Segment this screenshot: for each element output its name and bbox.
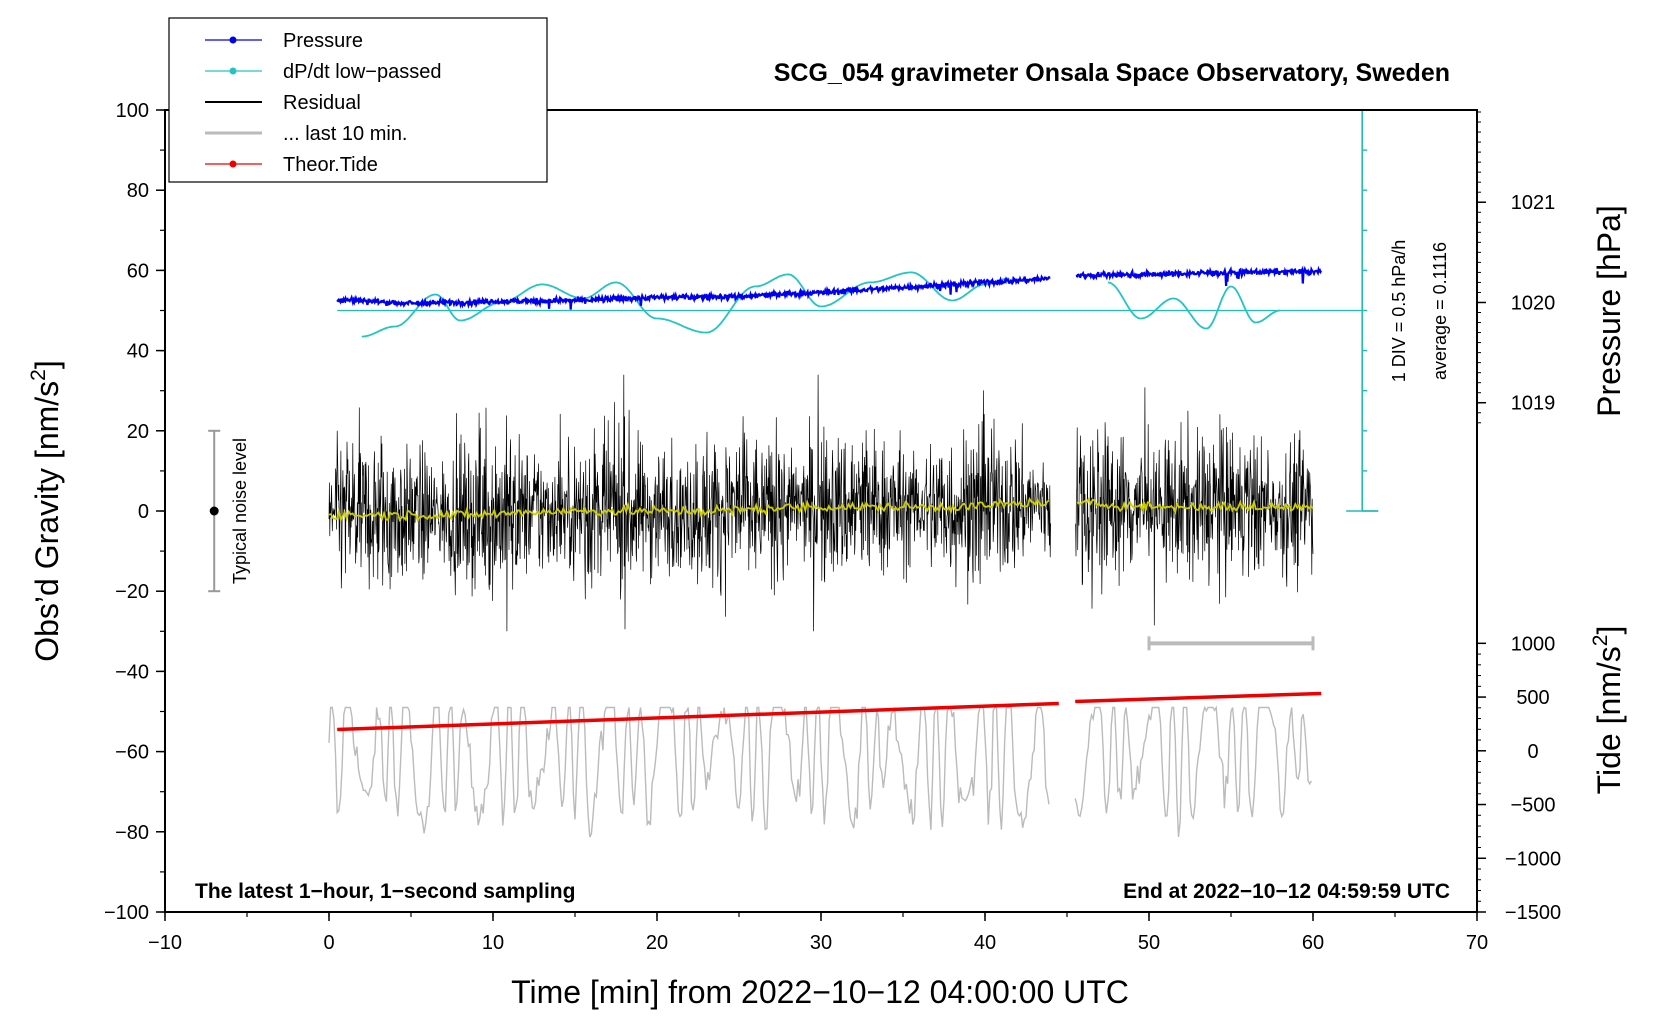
legend-label-last10: ... last 10 min.	[283, 123, 408, 145]
tide-tick-label: 1000	[1511, 633, 1556, 655]
residual-smoothed	[328, 496, 1050, 523]
pressure-tick-label: 1020	[1511, 292, 1556, 314]
noise-level-label: Typical noise level	[230, 438, 250, 584]
x-tick-label: 0	[323, 932, 334, 954]
x-tick-label: 20	[646, 932, 668, 954]
y-axis-label-pressure: Pressure [hPa]	[1591, 205, 1627, 417]
legend-box	[168, 17, 548, 183]
chart-title: SCG_054 gravimeter Onsala Space Observat…	[774, 59, 1450, 87]
tide-tick-label: −500	[1510, 795, 1555, 817]
dpdt-trace	[361, 271, 1009, 338]
pressure-trace	[1075, 265, 1323, 286]
y-label-left-main: Obs’d Gravity [nm/s	[29, 381, 65, 662]
pressure-scale-label-1: 1 DIV = 0.5 hPa/h	[1389, 240, 1409, 383]
y-tick-label: 80	[127, 180, 149, 202]
x-tick-label: 70	[1466, 932, 1488, 954]
x-tick-label: −10	[148, 932, 182, 954]
x-axis-label: Time [min] from 2022−10−12 04:00:00 UTC	[511, 974, 1129, 1010]
tide-tick-label: 0	[1527, 741, 1538, 763]
last10-trace	[1074, 705, 1313, 837]
residual-smoothed	[1076, 497, 1314, 516]
y-tick-label: 20	[127, 421, 149, 443]
legend-marker-pressure	[229, 36, 237, 44]
last10-trace	[328, 706, 1050, 838]
axes-layer: −10 0 10 20 30 40 50 60 70100806040200−20−40−60−…	[104, 100, 1561, 954]
dpdt-trace	[1107, 281, 1280, 330]
y-label-left-sup: 2	[27, 369, 50, 381]
pressure-trace	[336, 273, 1051, 310]
x-tick-label: 10	[482, 932, 504, 954]
y-label-tide-main: Tide [nm/s	[1591, 646, 1627, 794]
legend-label-tide: Theor.Tide	[283, 154, 378, 176]
y-axis-label-left: Obs’d Gravity [nm/s2]	[27, 360, 65, 662]
tide-tick-label: 500	[1516, 687, 1549, 709]
y-tick-label: 60	[127, 260, 149, 282]
y-tick-label: 0	[138, 501, 149, 523]
y-tick-label: 100	[116, 100, 149, 122]
legend: Pressure dP/dt low−passed Residual ... l…	[168, 17, 548, 183]
pressure-tick-label: 1019	[1511, 393, 1556, 415]
data-layer	[208, 109, 1379, 838]
pressure-tick-label: 1021	[1511, 192, 1556, 214]
y-tick-label: −20	[115, 581, 149, 603]
legend-marker-dpdt	[229, 67, 237, 75]
annotation-bottom-right: End at 2022−10−12 04:59:59 UTC	[1123, 880, 1450, 903]
noise-level-point	[209, 506, 219, 516]
tide-trace	[337, 701, 1059, 732]
residual-trace	[328, 374, 1051, 632]
residual-trace	[1075, 387, 1314, 626]
y-tick-label: −40	[115, 661, 149, 683]
y-tick-label: −60	[115, 742, 149, 764]
x-tick-label: 40	[974, 932, 996, 954]
x-tick-label: 30	[810, 932, 832, 954]
legend-label-dpdt: dP/dt low−passed	[283, 61, 441, 83]
x-tick-label: 50	[1138, 932, 1160, 954]
tide-tick-label: −1000	[1505, 848, 1561, 870]
x-tick-label: 60	[1302, 932, 1324, 954]
y-tick-label: −80	[115, 822, 149, 844]
legend-label-residual: Residual	[283, 92, 361, 114]
y-label-tide-sup: 2	[1589, 635, 1612, 647]
y-axis-label-tide: Tide [nm/s2]	[1589, 626, 1627, 795]
y-label-left-end: ]	[29, 360, 65, 369]
tide-tick-label: −1500	[1505, 902, 1561, 924]
pressure-scale-label-2: average = 0.1116	[1430, 242, 1450, 380]
legend-marker-tide	[229, 160, 237, 168]
legend-label-pressure: Pressure	[283, 30, 363, 52]
y-label-tide-end: ]	[1591, 626, 1627, 635]
y-tick-label: −100	[104, 902, 149, 924]
annotation-bottom-left: The latest 1−hour, 1−second sampling	[195, 880, 575, 903]
y-tick-label: 40	[127, 341, 149, 363]
tide-trace	[1075, 691, 1322, 704]
